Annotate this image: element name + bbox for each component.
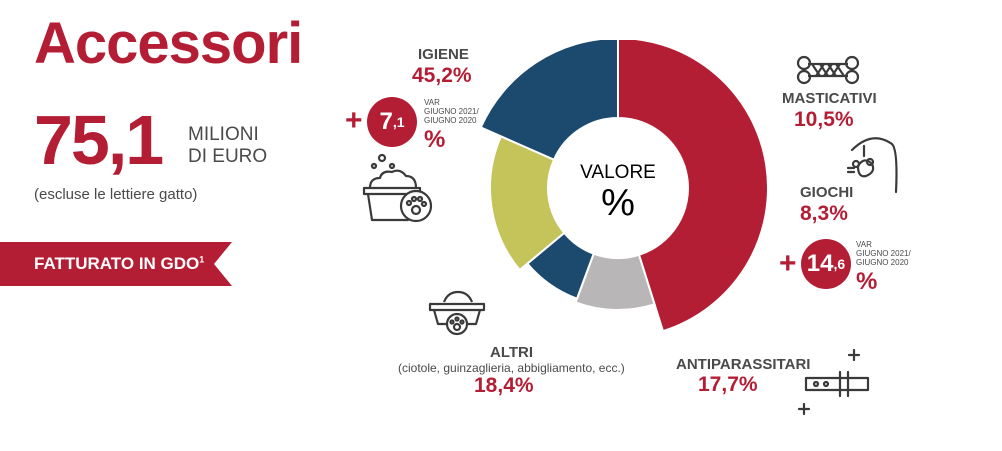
value-giochi: 8,3% — [800, 202, 848, 225]
var1-dec: ,1 — [392, 114, 405, 130]
unit-line1: MILIONI — [188, 124, 259, 145]
var1-unit: % — [424, 126, 446, 153]
var1-sign: + — [345, 104, 363, 137]
label-giochi: GIOCHI — [800, 184, 854, 201]
chart-slices — [479, 40, 769, 333]
var1-badge: 7,1 — [367, 97, 417, 147]
var2-badge: 14,6 — [801, 239, 851, 289]
toy-mouse-icon — [846, 137, 898, 194]
var1-note-3: GIUGNO 2020 — [424, 116, 477, 125]
center-label: VALORE — [580, 162, 656, 183]
var1-note: VAR GIUGNO 2021/ GIUGNO 2020 — [424, 98, 479, 125]
var2-note-2: GIUGNO 2021/ — [856, 249, 911, 258]
total-note: (escluse le lettiere gatto) — [34, 186, 198, 203]
var1-note-2: GIUGNO 2021/ — [424, 107, 479, 116]
note-altri: (ciotole, guinzaglieria, abbigliamento, … — [398, 361, 625, 375]
var2-unit: % — [856, 268, 878, 295]
shampoo-tub-icon — [362, 153, 433, 223]
var2-note-3: GIUGNO 2020 — [856, 258, 909, 267]
value-antiparassitari: 17,7% — [698, 373, 758, 396]
var2-note: VAR GIUGNO 2021/ GIUGNO 2020 — [856, 240, 911, 267]
var2-dec: ,6 — [833, 256, 846, 272]
unit-line2: DI EURO — [188, 146, 268, 167]
var1-int: 7 — [379, 108, 393, 135]
total-value: 75,1 — [34, 101, 164, 179]
var2-sign: + — [779, 247, 797, 280]
value-altri: 18,4% — [474, 374, 534, 397]
donut-hole — [548, 118, 688, 258]
total-unit: MILIONI DI EURO — [188, 124, 267, 168]
label-igiene: IGIENE — [418, 46, 469, 63]
center-symbol: % — [601, 182, 635, 224]
chew-bone-icon — [796, 55, 860, 85]
food-bowl-icon — [428, 290, 486, 336]
value-igiene: 45,2% — [412, 64, 472, 87]
banner-shape — [0, 242, 232, 286]
label-altri: ALTRI — [490, 344, 534, 361]
var2-int: 14 — [806, 250, 834, 277]
page-title: Accessori — [34, 11, 303, 76]
banner-footnote: 1 — [199, 254, 205, 265]
var2-note-1: VAR — [856, 240, 872, 249]
label-antiparassitari: ANTIPARASSITARI — [676, 356, 811, 373]
collar-icon — [797, 348, 870, 416]
banner-text: FATTURATO IN GDO — [34, 254, 200, 273]
label-masticativi: MASTICATIVI — [782, 90, 877, 107]
donut-chart: VALORE % — [479, 40, 769, 333]
banner-label: FATTURATO IN GDO1 — [34, 254, 204, 274]
value-masticativi: 10,5% — [794, 108, 854, 131]
var1-note-1: VAR — [424, 98, 440, 107]
